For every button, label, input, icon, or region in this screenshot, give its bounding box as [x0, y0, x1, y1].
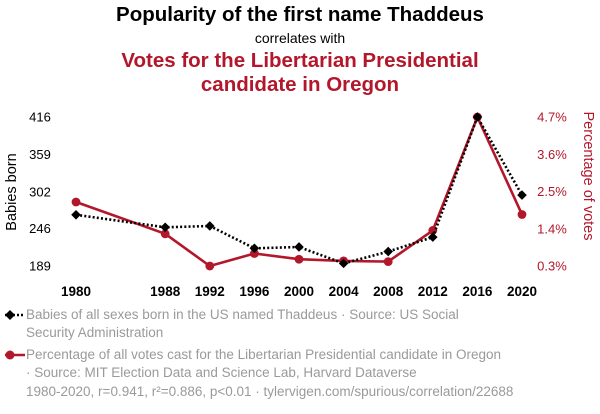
data-point-babies [428, 232, 438, 242]
data-point-votes [250, 249, 259, 258]
chart-title-2-line-2: candidate in Oregon [201, 73, 399, 96]
data-point-votes [383, 257, 393, 266]
data-point-babies [383, 246, 393, 257]
series-line-babies [75, 115, 524, 265]
legend-label-babies-line-2: Security Administration [26, 325, 164, 340]
x-tick-label: 1992 [195, 284, 225, 299]
left-tick-label: 359 [29, 147, 51, 162]
x-tick-label: 2004 [329, 284, 360, 299]
left-tick-label: 302 [29, 184, 51, 199]
right-tick-label: 2.5% [537, 184, 567, 199]
data-point-votes [294, 254, 304, 264]
data-point-babies [294, 242, 304, 252]
chart-subtitle: correlates with [255, 30, 345, 46]
chart-title: Popularity of the first name Thaddeus [116, 3, 484, 26]
left-tick-label: 189 [29, 259, 51, 274]
data-point-babies [517, 190, 527, 200]
data-point-votes [71, 197, 81, 207]
data-point-votes [160, 229, 170, 239]
data-point-babies [71, 210, 81, 220]
right-axis-ticks: 0.3% 1.4% 2.5% 3.6% 4.7% [537, 110, 567, 274]
right-tick-label: 0.3% [537, 259, 567, 274]
data-point-babies [472, 112, 483, 122]
right-tick-label: 3.6% [537, 147, 567, 162]
data-point-babies [205, 221, 215, 231]
left-axis-label: Babies born [4, 153, 20, 230]
legend-item-babies: Babies of all sexes born in the US named… [4, 306, 564, 342]
x-tick-label: 2008 [373, 284, 404, 299]
legend-marker-babies [5, 310, 25, 320]
data-point-babies [249, 243, 260, 254]
left-tick-label: 246 [29, 221, 51, 236]
x-tick-label: 2012 [418, 284, 448, 299]
legend-item-votes: Percentage of all votes cast for the Lib… [4, 346, 564, 382]
x-tick-label: 2020 [507, 284, 537, 299]
x-tick-label: 2016 [462, 284, 493, 299]
data-point-votes [205, 261, 215, 271]
data-point-babies [338, 258, 349, 269]
x-tick-label: 2000 [284, 284, 314, 299]
data-point-babies [160, 222, 170, 233]
data-point-votes [517, 210, 527, 219]
right-tick-label: 4.7% [537, 110, 567, 125]
chart: Popularity of the first name Thaddeus co… [4, 3, 596, 299]
footer-stats: 1980-2020, r=0.941, r²=0.886, p<0.01 · t… [26, 384, 514, 399]
right-tick-label: 1.4% [537, 221, 567, 236]
x-tick-label: 1988 [150, 284, 181, 299]
right-axis-label: Percentage of votes [580, 112, 596, 241]
series-group [71, 112, 527, 271]
legend-label-votes-line-2: · Source: MIT Election Data and Science … [26, 365, 417, 380]
legend-label-babies-line-1: Babies of all sexes born in the US named… [26, 307, 459, 322]
x-axis-ticks: 1980 1988 1992 1996 2000 2004 2008 2012 2016 2020 [61, 284, 537, 299]
left-tick-label: 416 [29, 110, 51, 125]
x-tick-label: 1980 [61, 284, 91, 299]
legend-label-votes-line-1: Percentage of all votes cast for the Lib… [26, 347, 502, 362]
legend-marker-votes [5, 350, 25, 360]
left-axis-ticks: 189 246 302 359 416 [29, 110, 51, 274]
chart-title-2-line-1: Votes for the Libertarian Presidential [121, 49, 478, 72]
x-tick-label: 1996 [239, 284, 270, 299]
